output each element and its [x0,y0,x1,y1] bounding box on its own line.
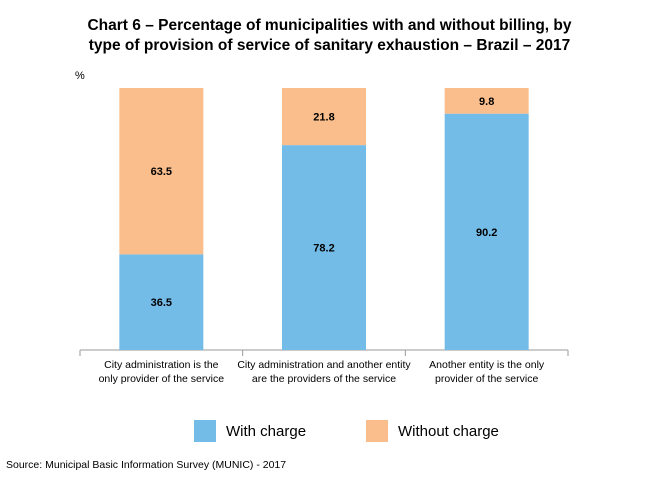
category-label-2-line-1: City administration and another entity [237,359,411,371]
category-label-3-line-1: Another entity is the only [429,359,545,371]
bar-without-charge-2 [282,88,366,146]
legend-swatch-without-charge [366,420,388,442]
category-label-2-line-2: are the providers of the service [252,373,396,385]
data-label-with-charge-2: 78.2 [313,243,334,255]
chart-title-line-1: Chart 6 – Percentage of municipalities w… [87,17,572,34]
data-label-with-charge-3: 90.2 [476,227,497,239]
y-axis-label: % [75,70,85,82]
category-label-1-line-1: City administration is the [104,359,219,371]
legend-label-with-charge: With charge [226,422,307,440]
legend-item-with-charge: With charge [194,420,306,442]
chart-title: Chart 6 – Percentage of municipalities w… [0,16,659,56]
legend-label-without-charge: Without charge [398,422,499,440]
data-label-without-charge-1: 63.5 [151,166,172,178]
bar-with-charge-3 [444,113,529,351]
category-label-3-line-2: provider of the service [435,373,538,385]
data-label-without-charge-3: 9.8 [479,96,494,108]
category-label-1-line-2: only provider of the service [99,373,225,385]
source-note: Source: Municipal Basic Information Surv… [6,459,287,471]
data-label-with-charge-1: 36.5 [151,297,172,309]
legend: With charge Without charge [0,420,659,444]
legend-swatch-with-charge [194,420,216,442]
bar-with-charge-2 [282,145,366,350]
bar-without-charge-1 [119,88,204,255]
data-label-without-charge-2: 21.8 [313,112,334,124]
legend-item-without-charge: Without charge [366,420,499,442]
bar-with-charge-1 [119,254,204,350]
chart-title-line-2: type of provision of service of sanitary… [88,37,571,54]
bar-without-charge-3 [444,88,529,114]
